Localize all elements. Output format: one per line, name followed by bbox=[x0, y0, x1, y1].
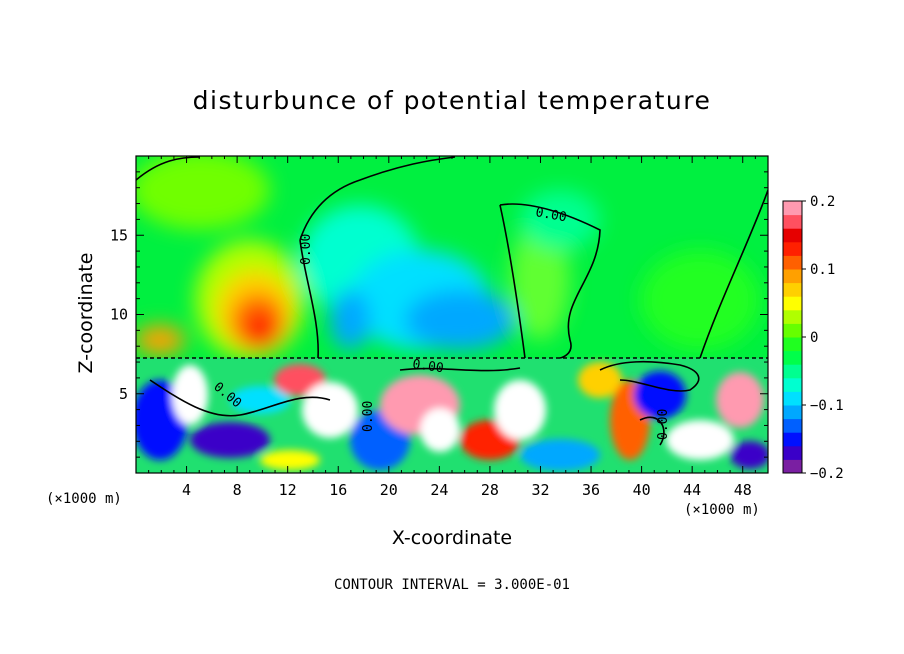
colorbar-tick-label: 0 bbox=[810, 330, 818, 346]
contour-label: 0.00 bbox=[361, 401, 376, 432]
colorbar-swatch bbox=[783, 432, 802, 447]
contour-label: 0.00 bbox=[299, 234, 314, 265]
colorbar-swatch bbox=[783, 337, 802, 352]
x-tick-label: 40 bbox=[633, 481, 651, 499]
contour-label: 0.00 bbox=[656, 409, 671, 440]
contour-lines bbox=[136, 156, 768, 446]
colorbar-swatch bbox=[783, 377, 802, 392]
colorbar-tick-label: −0.2 bbox=[810, 466, 844, 482]
y-tick-label: 10 bbox=[110, 306, 128, 324]
x-tick-label: 8 bbox=[233, 481, 242, 499]
x-tick-label: 12 bbox=[279, 481, 297, 499]
contour-interval: CONTOUR INTERVAL = 3.000E-01 bbox=[333, 577, 570, 593]
colorbar-swatch bbox=[783, 282, 802, 297]
colorbar-swatch bbox=[783, 269, 802, 284]
contour-label: 0.00 bbox=[534, 205, 567, 225]
x-tick-label: 44 bbox=[683, 481, 701, 499]
colorbar-swatch bbox=[783, 391, 802, 406]
y-tick-label: 15 bbox=[110, 226, 128, 244]
colorbar-swatch bbox=[783, 418, 802, 433]
heatmap-field bbox=[136, 156, 768, 473]
colorbar-swatch bbox=[783, 309, 802, 324]
colorbar-tick-label: −0.1 bbox=[810, 398, 844, 414]
y-axis-ticks: 5 10 15 bbox=[110, 171, 768, 458]
x-unit-left: (×1000 m) bbox=[46, 491, 122, 507]
x-axis-ticks: 4 8 12 16 20 24 28 32 36 40 44 48 bbox=[135, 156, 769, 499]
colorbar-tick-label: 0.2 bbox=[810, 194, 835, 210]
colorbar-swatch bbox=[783, 228, 802, 243]
colorbar: 0.2 0.1 0 −0.1 −0.2 bbox=[782, 194, 844, 482]
colorbar-swatch bbox=[783, 241, 802, 256]
x-tick-label: 36 bbox=[582, 481, 600, 499]
colorbar-tick-label: 0.1 bbox=[810, 262, 835, 278]
x-tick-label: 48 bbox=[734, 481, 752, 499]
x-axis-label: X-coordinate bbox=[391, 527, 513, 549]
colorbar-swatch bbox=[783, 350, 802, 365]
x-tick-label: 4 bbox=[182, 481, 191, 499]
y-tick-label: 5 bbox=[119, 385, 128, 403]
chart-title: disturbunce of potential temperature bbox=[192, 86, 712, 115]
colorbar-swatch bbox=[783, 201, 802, 216]
colorbar-swatch bbox=[783, 445, 802, 460]
y-axis-label: Z-coordinate bbox=[75, 252, 97, 374]
colorbar-swatch bbox=[783, 364, 802, 379]
colorbar-swatch bbox=[783, 214, 802, 229]
colorbar-swatch bbox=[783, 255, 802, 270]
x-tick-label: 28 bbox=[481, 481, 499, 499]
contour-label: 0.00 bbox=[411, 357, 444, 376]
x-tick-label: 20 bbox=[380, 481, 398, 499]
colorbar-swatch bbox=[783, 323, 802, 338]
x-unit-right: (×1000 m) bbox=[684, 502, 760, 518]
x-tick-label: 16 bbox=[329, 481, 347, 499]
x-tick-label: 32 bbox=[531, 481, 549, 499]
colorbar-swatch bbox=[783, 459, 802, 474]
colorbar-swatch bbox=[783, 296, 802, 311]
x-tick-label: 24 bbox=[430, 481, 448, 499]
colorbar-swatch bbox=[783, 405, 802, 420]
